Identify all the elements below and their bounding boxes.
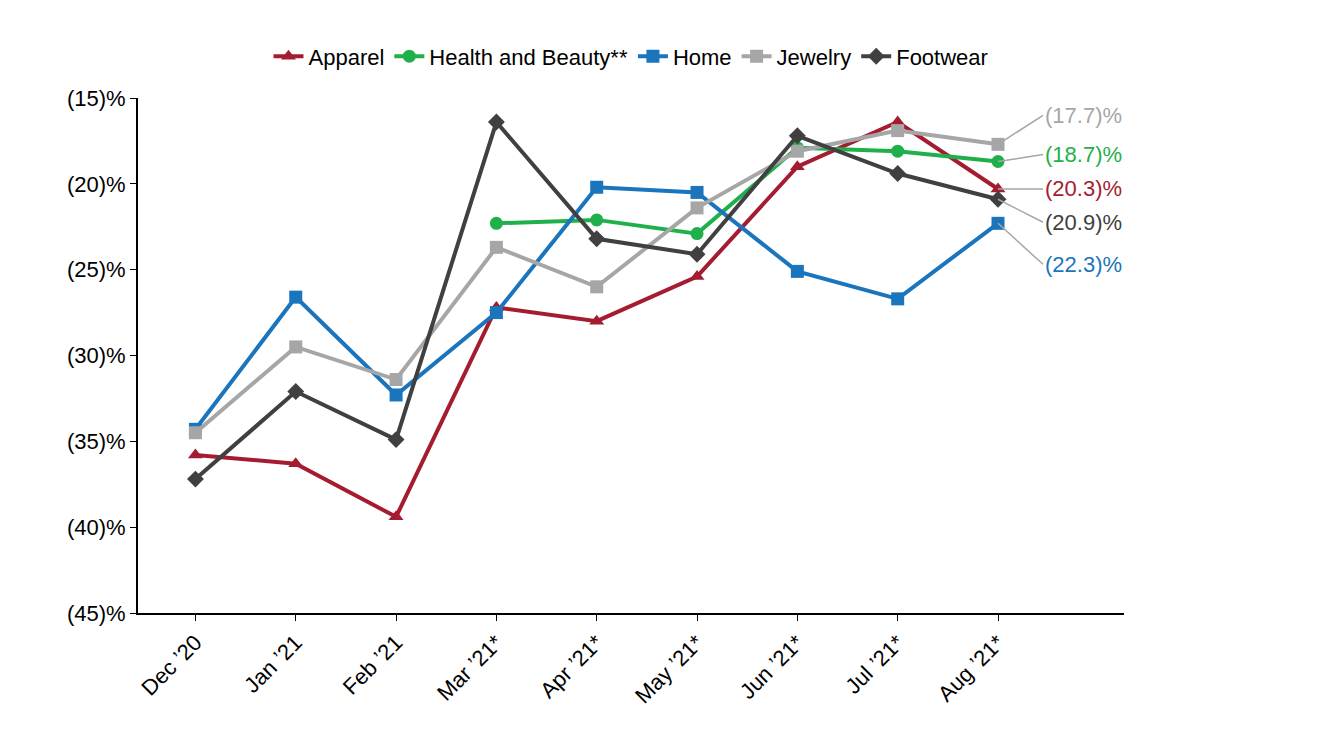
svg-text:Dec ’20: Dec ’20 [136, 630, 206, 700]
svg-text:(30)%: (30)% [67, 343, 126, 368]
svg-text:Jewelry: Jewelry [777, 45, 852, 70]
svg-text:Apparel: Apparel [309, 45, 385, 70]
svg-text:Apr ’21*: Apr ’21* [535, 630, 608, 703]
svg-text:(22.3)%: (22.3)% [1045, 252, 1122, 277]
svg-text:(15)%: (15)% [67, 86, 126, 111]
svg-text:(17.7)%: (17.7)% [1045, 103, 1122, 128]
svg-text:Mar ’21*: Mar ’21* [432, 630, 508, 706]
svg-text:(40)%: (40)% [67, 515, 126, 540]
svg-text:Home: Home [673, 45, 732, 70]
svg-text:(20.3)%: (20.3)% [1045, 176, 1122, 201]
svg-text:(18.7)%: (18.7)% [1045, 142, 1122, 167]
svg-text:Jan ’21: Jan ’21 [239, 630, 307, 698]
svg-text:Footwear: Footwear [896, 45, 988, 70]
svg-text:(20.9)%: (20.9)% [1045, 210, 1122, 235]
svg-text:Health and Beauty**: Health and Beauty** [429, 45, 628, 70]
svg-text:Aug ’21*: Aug ’21* [933, 630, 1010, 707]
svg-text:Feb ’21: Feb ’21 [338, 630, 408, 700]
svg-text:Jul ’21*: Jul ’21* [840, 630, 909, 699]
svg-text:(35)%: (35)% [67, 429, 126, 454]
svg-text:(25)%: (25)% [67, 257, 126, 282]
svg-text:May ’21*: May ’21* [630, 630, 709, 709]
svg-text:(20)%: (20)% [67, 172, 126, 197]
svg-text:(45)%: (45)% [67, 601, 126, 626]
svg-text:Jun ’21*: Jun ’21* [735, 630, 809, 704]
